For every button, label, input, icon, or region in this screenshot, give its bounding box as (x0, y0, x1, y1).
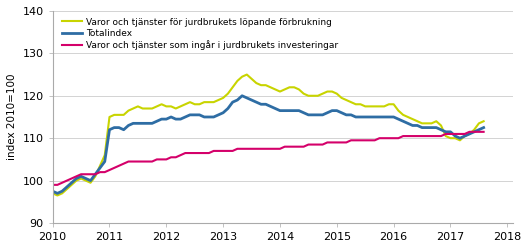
Varor och tjänster som ingår i jurdbrukets investeringar (395, 137, 402, 140)
Line: Varor och tjänster för jurdbrukets löpande förbrukning: Varor och tjänster för jurdbrukets löpan… (53, 74, 484, 195)
Varor och tjänster för jurdbrukets löpande förbrukning (400, 113, 406, 116)
Totalindex (480, 126, 487, 129)
Line: Totalindex: Totalindex (53, 96, 484, 193)
Varor och tjänster för jurdbrukets löpande förbrukning (315, 94, 321, 97)
Varor och tjänster som ingår i jurdbrukets investeringar (480, 130, 487, 133)
Totalindex (405, 122, 411, 125)
Totalindex (376, 116, 382, 119)
Varor och tjänster som ingår i jurdbrukets investeringar (305, 143, 312, 146)
Varor och tjänster som ingår i jurdbrukets investeringar (386, 137, 392, 140)
Totalindex (395, 118, 402, 121)
Line: Varor och tjänster som ingår i jurdbrukets investeringar: Varor och tjänster som ingår i jurdbruke… (53, 132, 484, 185)
Y-axis label: index 2010=100: index 2010=100 (7, 74, 17, 160)
Varor och tjänster som ingår i jurdbrukets investeringar (409, 134, 416, 137)
Varor och tjänster som ingår i jurdbrukets investeringar (466, 130, 472, 133)
Totalindex (54, 192, 60, 195)
Varor och tjänster för jurdbrukets löpande förbrukning (244, 73, 250, 76)
Varor och tjänster för jurdbrukets löpande förbrukning (419, 122, 425, 125)
Varor och tjänster för jurdbrukets löpande förbrukning (480, 120, 487, 123)
Totalindex (400, 120, 406, 123)
Varor och tjänster som ingår i jurdbrukets investeringar (367, 139, 373, 142)
Varor och tjänster för jurdbrukets löpande förbrukning (50, 192, 56, 195)
Varor och tjänster för jurdbrukets löpande förbrukning (54, 194, 60, 197)
Totalindex (239, 94, 245, 97)
Totalindex (419, 126, 425, 129)
Varor och tjänster som ingår i jurdbrukets investeringar (50, 183, 56, 186)
Varor och tjänster för jurdbrukets löpande förbrukning (395, 109, 402, 112)
Varor och tjänster för jurdbrukets löpande förbrukning (376, 105, 382, 108)
Totalindex (50, 190, 56, 193)
Varor och tjänster som ingår i jurdbrukets investeringar (390, 137, 397, 140)
Totalindex (315, 113, 321, 116)
Varor och tjänster för jurdbrukets löpande förbrukning (405, 116, 411, 119)
Legend: Varor och tjänster för jurdbrukets löpande förbrukning, Totalindex, Varor och tj: Varor och tjänster för jurdbrukets löpan… (62, 18, 338, 50)
